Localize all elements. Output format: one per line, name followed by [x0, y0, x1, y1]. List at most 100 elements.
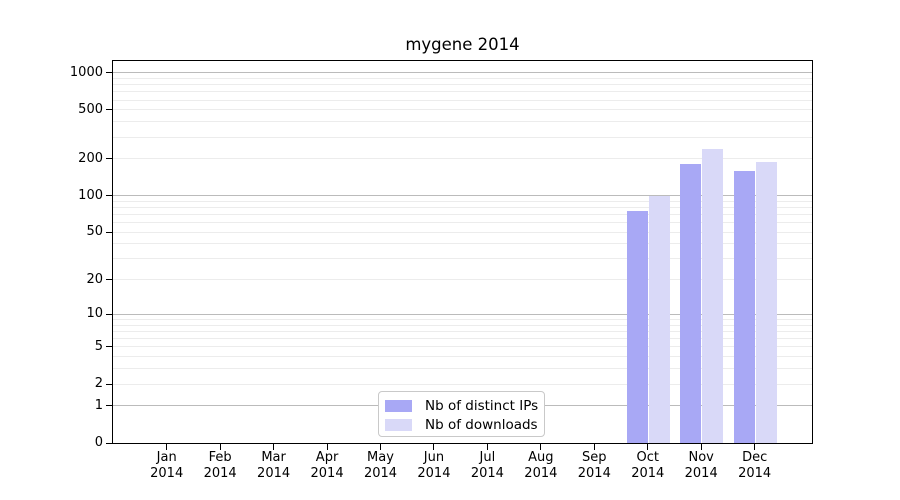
y-tick-label: 5 — [94, 338, 103, 354]
minor-gridline — [113, 279, 812, 281]
y-tick-mark — [106, 158, 113, 160]
x-tick-month: Apr — [315, 450, 339, 465]
minor-gridline — [113, 158, 812, 160]
x-tick-mark — [219, 444, 221, 450]
minor-gridline — [113, 84, 812, 86]
minor-gridline — [113, 368, 812, 370]
y-tick-label: 0 — [94, 435, 103, 450]
minor-gridline — [113, 99, 812, 101]
x-tick-year: 2014 — [631, 466, 665, 481]
x-tick-month: Jun — [423, 450, 445, 465]
x-tick-mark — [754, 444, 756, 450]
x-tick-month: Feb — [208, 450, 232, 465]
x-tick-mark — [166, 444, 168, 450]
minor-gridline — [113, 331, 812, 333]
x-tick-month: Jan — [156, 450, 177, 465]
minor-gridline — [113, 346, 812, 348]
x-tick-label: Sep 2014 — [562, 450, 626, 482]
minor-gridline — [113, 206, 812, 208]
y-tick-mark — [106, 279, 113, 281]
minor-gridline — [113, 109, 812, 111]
minor-gridline — [113, 383, 812, 385]
minor-gridline — [113, 319, 812, 321]
x-tick-mark — [326, 444, 328, 450]
x-tick-label: Jan 2014 — [135, 450, 199, 482]
x-tick-mark — [540, 444, 542, 450]
x-tick-year: 2014 — [417, 466, 451, 481]
x-tick-year: 2014 — [577, 466, 611, 481]
x-tick-label: Nov 2014 — [669, 450, 733, 482]
bar-distinct-ips — [680, 164, 702, 443]
y-tick-mark — [106, 72, 113, 74]
x-tick-month: May — [367, 450, 394, 465]
y-tick-mark — [106, 231, 113, 233]
x-tick-month: Sep — [582, 450, 607, 465]
bar-downloads — [702, 149, 724, 443]
minor-gridline — [113, 214, 812, 216]
major-gridline — [113, 195, 812, 197]
major-gridline — [113, 72, 812, 74]
y-tick-label: 1000 — [69, 64, 103, 80]
x-tick-month: Dec — [742, 450, 768, 465]
plot-area — [112, 60, 813, 444]
x-tick-month: Nov — [688, 450, 714, 465]
x-tick-mark — [380, 444, 381, 450]
x-tick-label: May 2014 — [349, 450, 413, 482]
y-tick-label: 1 — [94, 397, 103, 413]
x-tick-label: Oct 2014 — [616, 450, 680, 482]
y-tick-mark — [106, 405, 113, 407]
x-tick-year: 2014 — [257, 466, 291, 481]
y-tick-label: 10 — [86, 306, 103, 322]
x-tick-year: 2014 — [150, 466, 184, 481]
minor-gridline — [113, 231, 812, 233]
x-tick-year: 2014 — [203, 466, 237, 481]
x-tick-year: 2014 — [738, 466, 772, 481]
y-tick-label: 2 — [94, 376, 103, 392]
minor-gridline — [113, 243, 812, 245]
x-tick-month: Mar — [261, 450, 286, 465]
bar-distinct-ips — [733, 170, 755, 443]
minor-gridline — [113, 324, 812, 326]
bar-downloads — [755, 161, 777, 443]
legend-swatch-distinct-ips — [385, 399, 412, 412]
minor-gridline — [113, 91, 812, 93]
minor-gridline — [113, 77, 812, 79]
x-tick-year: 2014 — [310, 466, 344, 481]
y-tick-mark — [106, 383, 113, 385]
legend-entry: Nb of downloads — [385, 415, 538, 434]
y-tick-mark — [106, 195, 113, 197]
minor-gridline — [113, 338, 812, 340]
minor-gridline — [113, 222, 812, 224]
x-tick-label: Jul 2014 — [455, 450, 519, 482]
legend: Nb of distinct IPs Nb of downloads — [378, 391, 545, 437]
x-tick-mark — [647, 444, 649, 450]
legend-label: Nb of downloads — [425, 416, 538, 433]
y-tick-mark — [106, 442, 113, 444]
minor-gridline — [113, 200, 812, 202]
legend-label: Nb of distinct IPs — [425, 397, 539, 414]
minor-gridline — [113, 121, 812, 123]
bar-distinct-ips — [626, 210, 648, 443]
minor-gridline — [113, 136, 812, 138]
x-tick-year: 2014 — [524, 466, 558, 481]
legend-entry: Nb of distinct IPs — [385, 396, 539, 415]
x-tick-year: 2014 — [470, 466, 504, 481]
y-tick-label: 100 — [78, 187, 103, 203]
x-tick-mark — [593, 444, 595, 450]
y-tick-label: 500 — [78, 101, 103, 117]
y-tick-mark — [106, 313, 113, 315]
y-tick-label: 20 — [86, 271, 103, 287]
y-tick-label: 200 — [78, 150, 103, 166]
minor-gridline — [113, 356, 812, 358]
x-tick-year: 2014 — [363, 466, 398, 481]
x-tick-label: Dec 2014 — [723, 450, 787, 482]
x-tick-month: Jul — [479, 450, 496, 465]
x-tick-mark — [486, 444, 488, 450]
x-tick-label: Apr 2014 — [295, 450, 359, 482]
minor-gridline — [113, 258, 812, 260]
x-tick-label: Jun 2014 — [402, 450, 466, 482]
x-tick-label: Feb 2014 — [188, 450, 252, 482]
y-tick-label: 50 — [86, 224, 103, 240]
x-tick-mark — [273, 444, 275, 450]
